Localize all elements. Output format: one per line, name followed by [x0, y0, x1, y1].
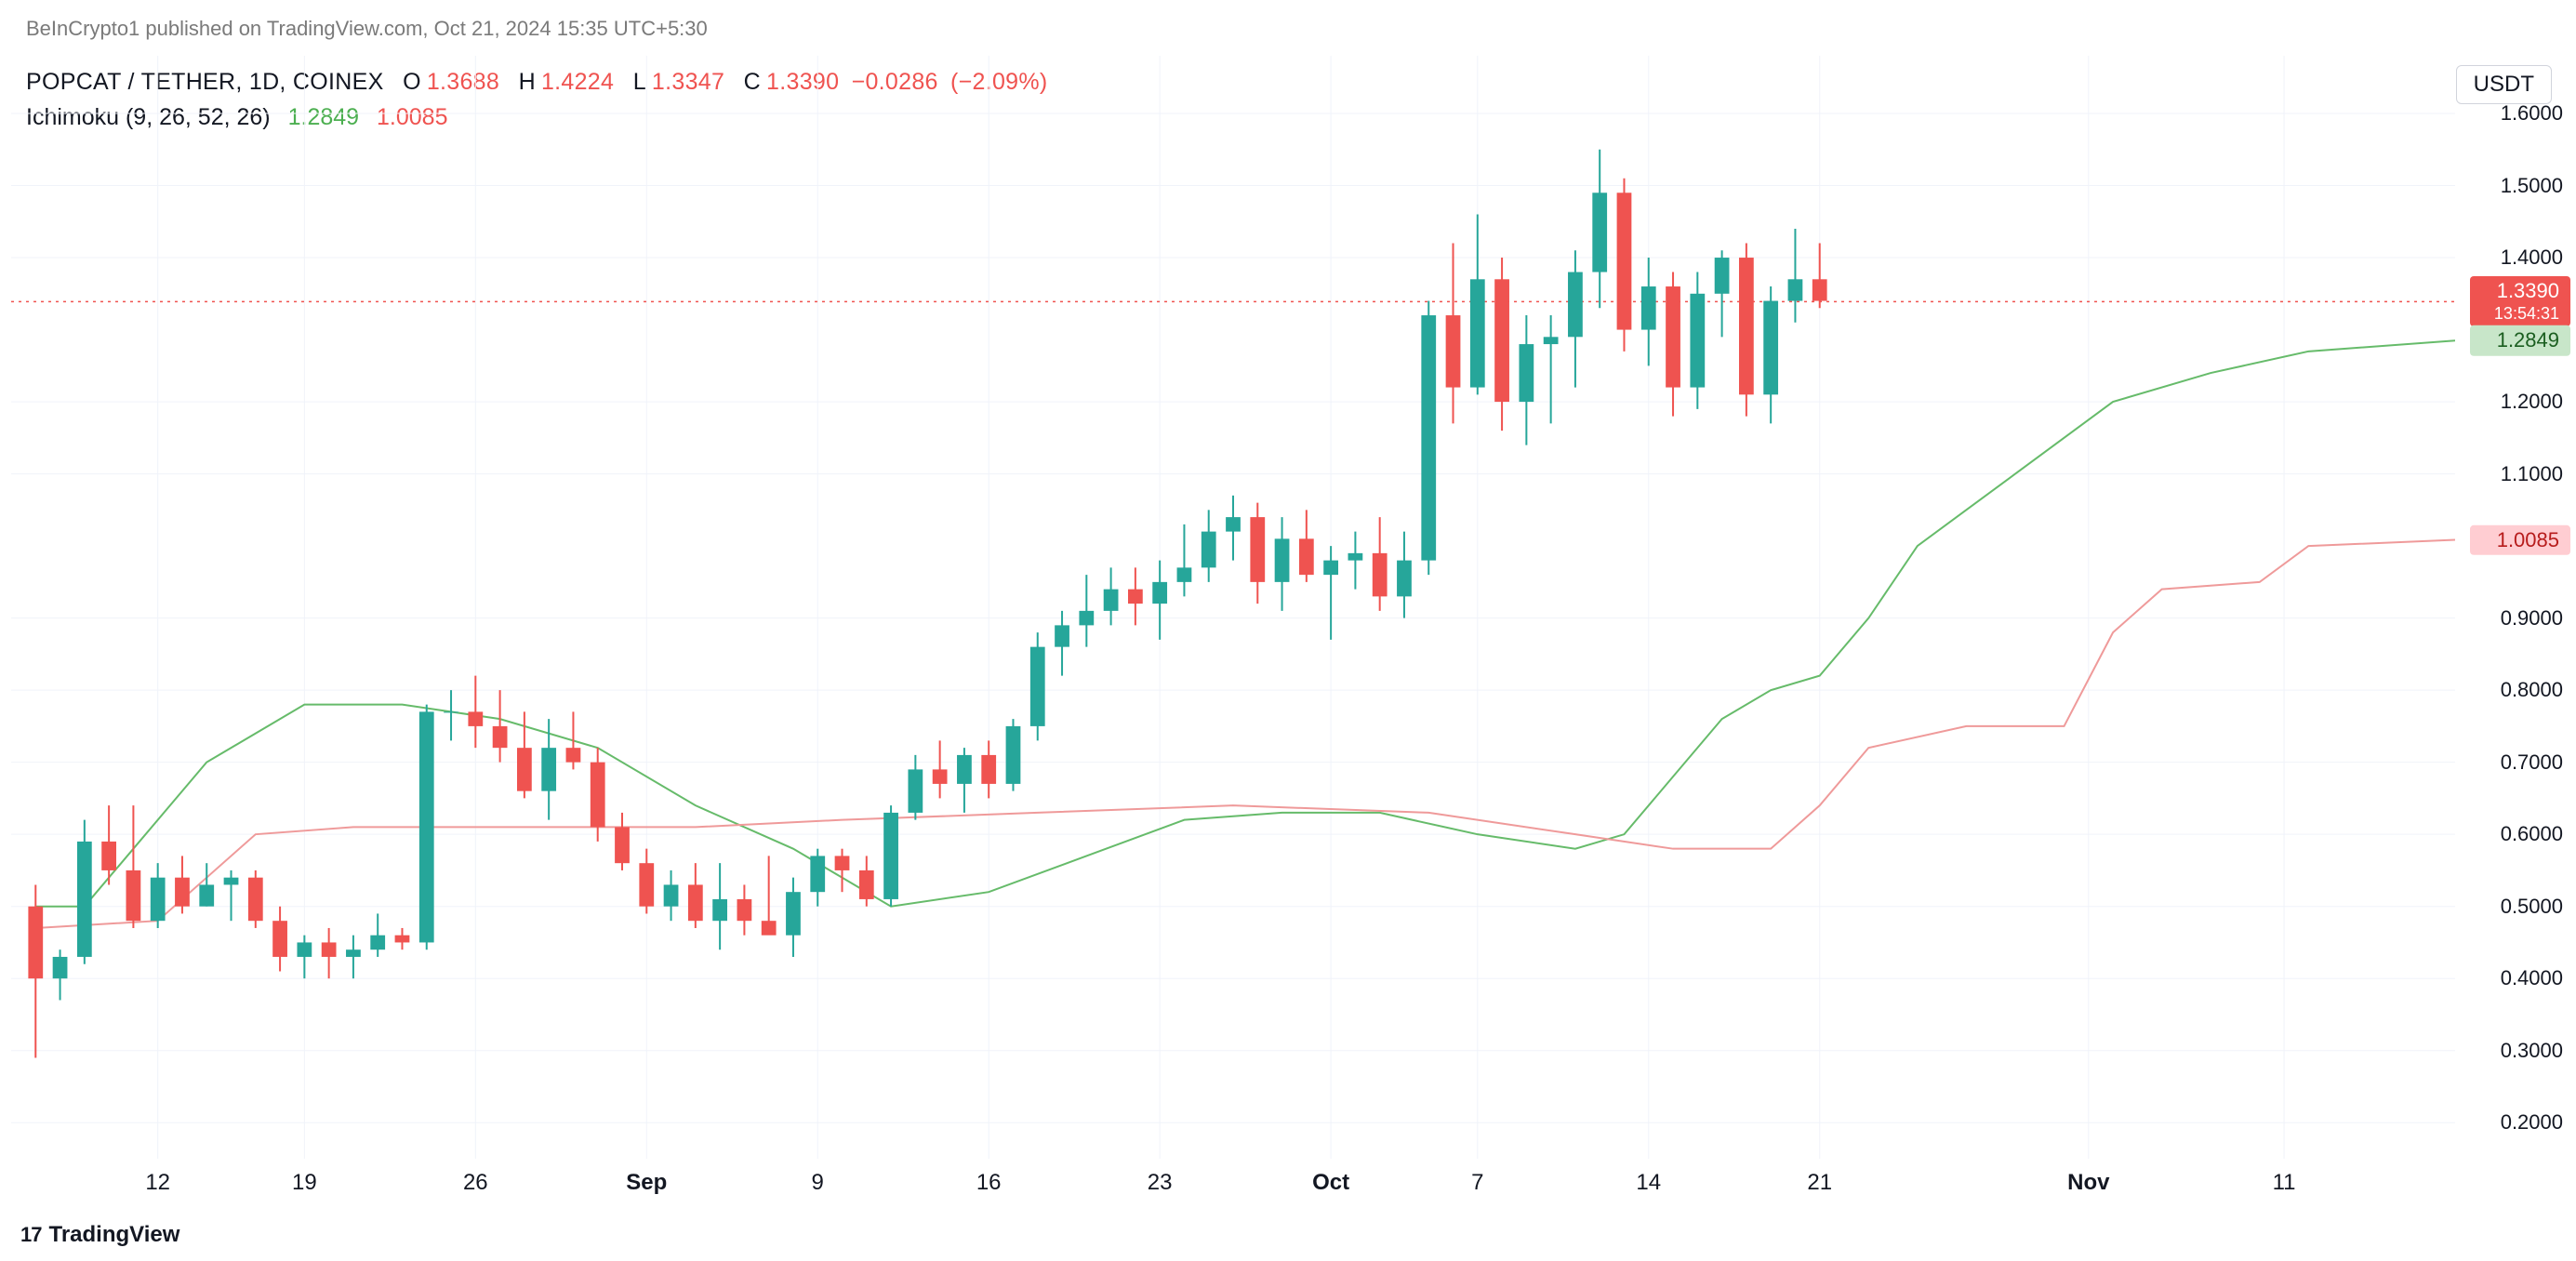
x-axis[interactable]: 12 19 26 Sep 9 16 23 Oct 7 14 21 Nov 11 [11, 1164, 2455, 1200]
x-axis-tick: 14 [1636, 1170, 1661, 1196]
x-axis-tick: 12 [145, 1170, 170, 1196]
tv-icon: 17 [20, 1223, 41, 1247]
chart-plot-area[interactable] [11, 56, 2455, 1159]
x-axis-tick: 23 [1148, 1170, 1173, 1196]
x-axis-tick: Nov [2067, 1170, 2109, 1196]
y-axis-tick: 0.2000 [2501, 1110, 2563, 1135]
y-axis-tick: 1.6000 [2501, 101, 2563, 126]
y-axis-tick: 1.4000 [2501, 246, 2563, 270]
ichimoku-b-tag: 1.0085 [2470, 524, 2570, 554]
y-axis-tick: 1.5000 [2501, 174, 2563, 198]
y-axis-tick: 0.9000 [2501, 606, 2563, 630]
y-axis-tick: 0.5000 [2501, 895, 2563, 919]
attribution-text: BeInCrypto1 published on TradingView.com… [26, 17, 708, 41]
y-axis-tick: 0.6000 [2501, 822, 2563, 846]
y-axis-tick: 0.4000 [2501, 966, 2563, 990]
x-axis-tick: Sep [626, 1170, 667, 1196]
y-axis-tick: 0.3000 [2501, 1039, 2563, 1063]
x-axis-tick: 26 [463, 1170, 488, 1196]
x-axis-tick: Oct [1312, 1170, 1349, 1196]
x-axis-tick: 11 [2273, 1170, 2296, 1196]
y-axis[interactable]: 1.6000 1.5000 1.4000 1.2000 1.1000 0.9000 0.80… [2457, 56, 2576, 1159]
x-axis-tick: 9 [812, 1170, 824, 1196]
x-axis-tick: 21 [1807, 1170, 1832, 1196]
chart-svg [11, 56, 2455, 1159]
y-axis-tick: 1.1000 [2501, 462, 2563, 486]
footer-text: TradingView [48, 1222, 179, 1248]
current-price-tag: 1.339013:54:31 [2470, 276, 2570, 326]
y-axis-tick: 1.2000 [2501, 390, 2563, 414]
x-axis-tick: 16 [976, 1170, 1002, 1196]
y-axis-tick: 0.8000 [2501, 678, 2563, 702]
y-axis-tick: 0.7000 [2501, 750, 2563, 775]
ichimoku-a-tag: 1.2849 [2470, 325, 2570, 355]
x-axis-tick: 7 [1471, 1170, 1483, 1196]
tradingview-logo: 17 TradingView [20, 1222, 179, 1248]
x-axis-tick: 19 [292, 1170, 317, 1196]
